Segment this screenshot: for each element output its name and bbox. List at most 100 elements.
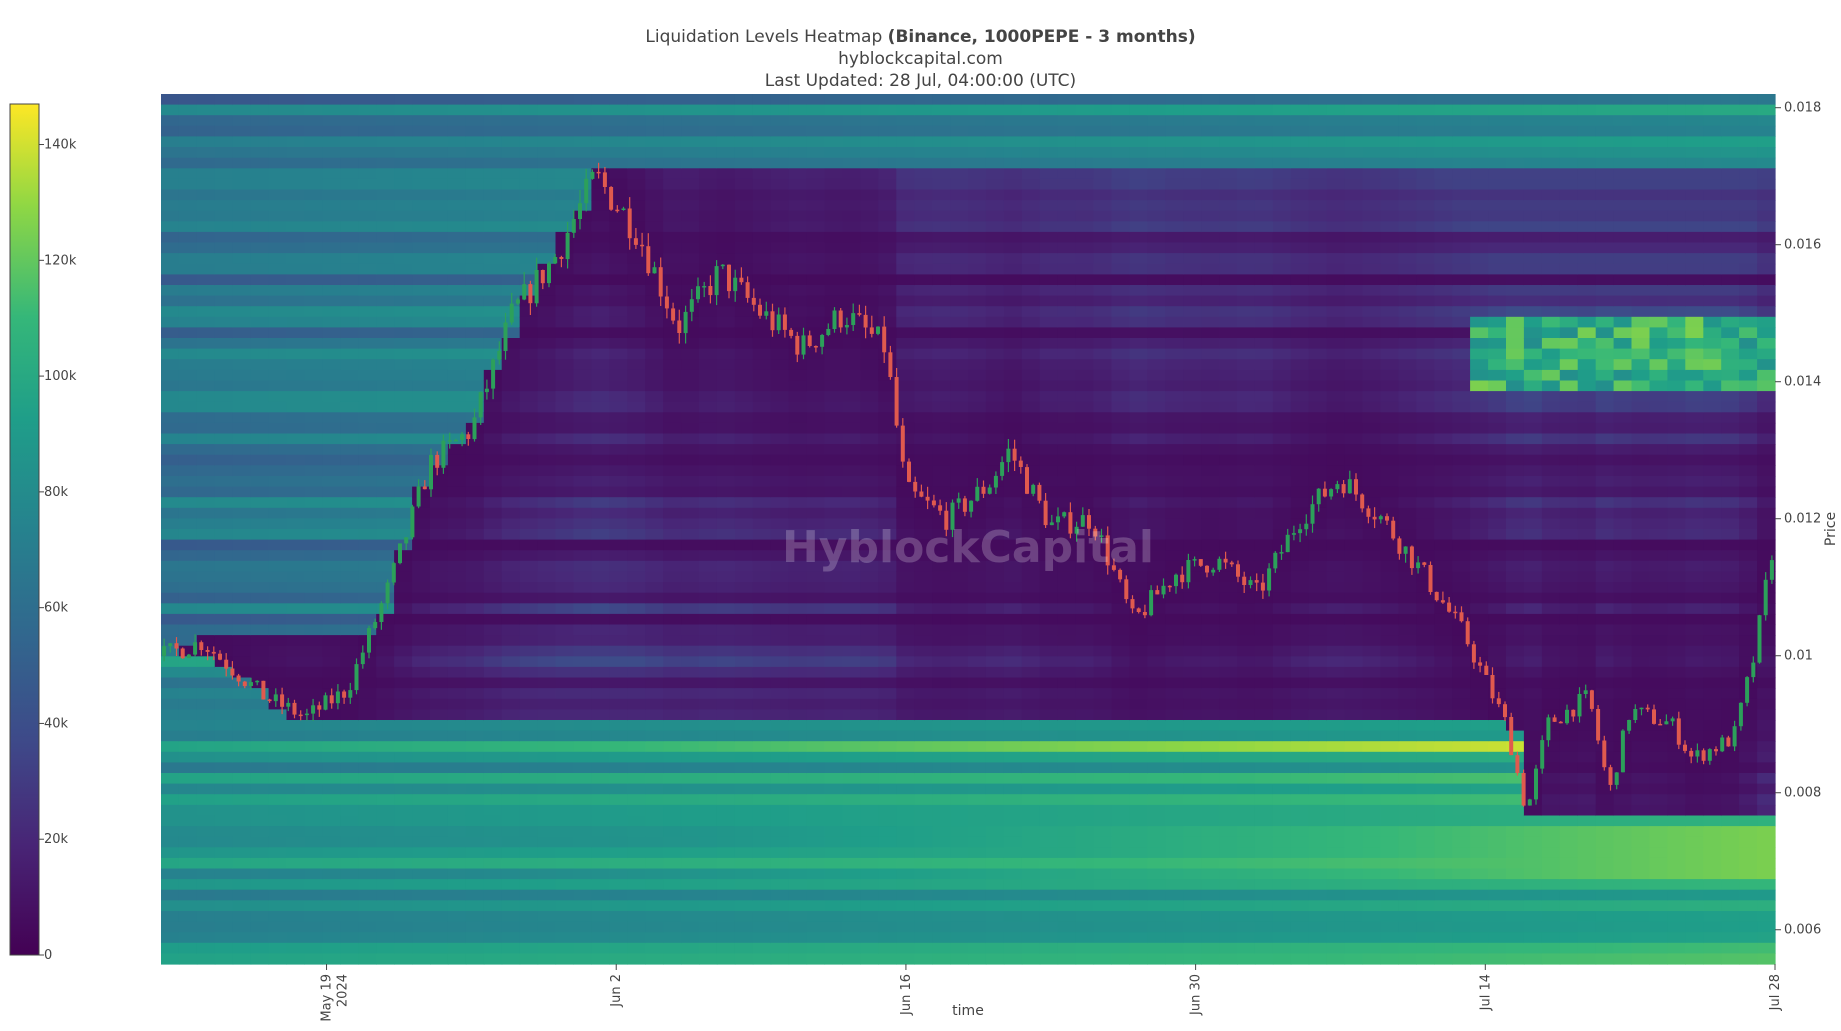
heatmap-cell [968, 136, 987, 148]
heatmap-cell [968, 168, 987, 180]
heatmap-cell [322, 200, 341, 212]
heatmap-cell [412, 857, 431, 870]
heatmap-cell [985, 221, 1005, 233]
heatmap-cell [1201, 369, 1220, 382]
heatmap-cell [1075, 476, 1095, 488]
heatmap-cell [1129, 698, 1148, 710]
heatmap-cell [232, 380, 252, 392]
heatmap-cell [1057, 762, 1077, 774]
heatmap-cell [878, 688, 897, 700]
heatmap-cell [465, 115, 485, 127]
heatmap-cell [950, 444, 969, 456]
heatmap-cell [609, 433, 628, 445]
heatmap-cell [250, 857, 270, 870]
heatmap-cell [214, 932, 234, 944]
heatmap-cell [465, 635, 485, 647]
heatmap-cell [376, 518, 395, 530]
heatmap-cell [681, 741, 700, 753]
heatmap-cell [806, 295, 826, 307]
heatmap-cell [681, 709, 700, 721]
heatmap-cell [609, 327, 628, 339]
heatmap-cell [358, 422, 377, 435]
heatmap-cell [950, 942, 969, 954]
heatmap-cell [430, 911, 449, 923]
heatmap-cell [842, 942, 861, 954]
heatmap-cell [196, 582, 216, 594]
heatmap-cell [663, 221, 682, 233]
heatmap-cell [573, 391, 592, 403]
heatmap-cell [716, 560, 736, 572]
heatmap-cell [178, 603, 198, 615]
heatmap-cell [465, 178, 485, 191]
heatmap-cell [501, 465, 521, 477]
heatmap-cell [609, 645, 628, 657]
heatmap-cell [1183, 603, 1202, 615]
heatmap-cell [1057, 274, 1077, 286]
heatmap-cell [1237, 147, 1256, 159]
heatmap-cell [161, 285, 180, 297]
heatmap-cell [161, 359, 180, 371]
heatmap-cell [178, 359, 198, 371]
heatmap-cell [1129, 327, 1148, 339]
heatmap-cell [842, 879, 861, 891]
heatmap-cell [878, 889, 897, 901]
heatmap-cell [358, 953, 377, 965]
heatmap-cell [968, 942, 987, 954]
heatmap-cell [340, 879, 359, 891]
heatmap-cell [1003, 921, 1023, 933]
heatmap-cell [465, 454, 485, 466]
heatmap-cell [268, 274, 288, 286]
heatmap-cell [268, 879, 288, 891]
heatmap-cell [232, 836, 252, 848]
heatmap-cell [268, 454, 288, 466]
heatmap-cell [914, 836, 933, 848]
heatmap-cell [1219, 444, 1238, 456]
heatmap-cell [1093, 889, 1112, 901]
heatmap-cell [340, 730, 359, 742]
heatmap-cell [1129, 911, 1148, 923]
heatmap-cell [932, 518, 951, 530]
heatmap-cell [968, 762, 987, 774]
heatmap-cell [286, 327, 305, 339]
heatmap-cell [412, 433, 431, 445]
heatmap-cell [340, 762, 359, 774]
heatmap-cell [914, 231, 933, 244]
heatmap-cell [161, 603, 180, 615]
heatmap-cell [232, 444, 252, 456]
heatmap-cell [483, 911, 503, 923]
heatmap-cell [1039, 592, 1059, 604]
heatmap-cell [214, 773, 234, 785]
heatmap-cell [412, 836, 431, 848]
heatmap-cell [322, 709, 341, 721]
heatmap-cell [250, 582, 270, 594]
heatmap-cell [1201, 645, 1220, 657]
heatmap-cell [447, 412, 467, 424]
heatmap-cell [250, 518, 270, 530]
heatmap-cell [161, 412, 180, 424]
heatmap-cell [1075, 539, 1095, 551]
heatmap-cell [734, 274, 754, 286]
heatmap-cell [752, 815, 772, 827]
heatmap-cell [465, 656, 485, 668]
heatmap-cell [645, 422, 664, 435]
heatmap-cell [161, 656, 180, 668]
heatmap-cell [699, 422, 718, 435]
heatmap-cell [1237, 210, 1256, 222]
heatmap-cell [699, 666, 718, 679]
heatmap-cell [752, 921, 772, 933]
heatmap-cell [752, 518, 772, 530]
heatmap-cell [483, 804, 503, 817]
heatmap-cell [985, 741, 1005, 753]
heatmap-cell [232, 115, 252, 127]
heatmap-cell [340, 94, 359, 106]
heatmap-cell [1093, 932, 1112, 944]
heatmap-cell [1021, 836, 1041, 848]
heatmap-cell [322, 550, 341, 562]
heatmap-cell [645, 804, 664, 817]
heatmap-cell [734, 539, 754, 551]
heatmap-cell [896, 507, 915, 519]
heatmap-cell [1057, 773, 1077, 785]
heatmap-cell [465, 751, 485, 763]
heatmap-cell [734, 582, 754, 594]
heatmap-cell [1075, 582, 1095, 594]
